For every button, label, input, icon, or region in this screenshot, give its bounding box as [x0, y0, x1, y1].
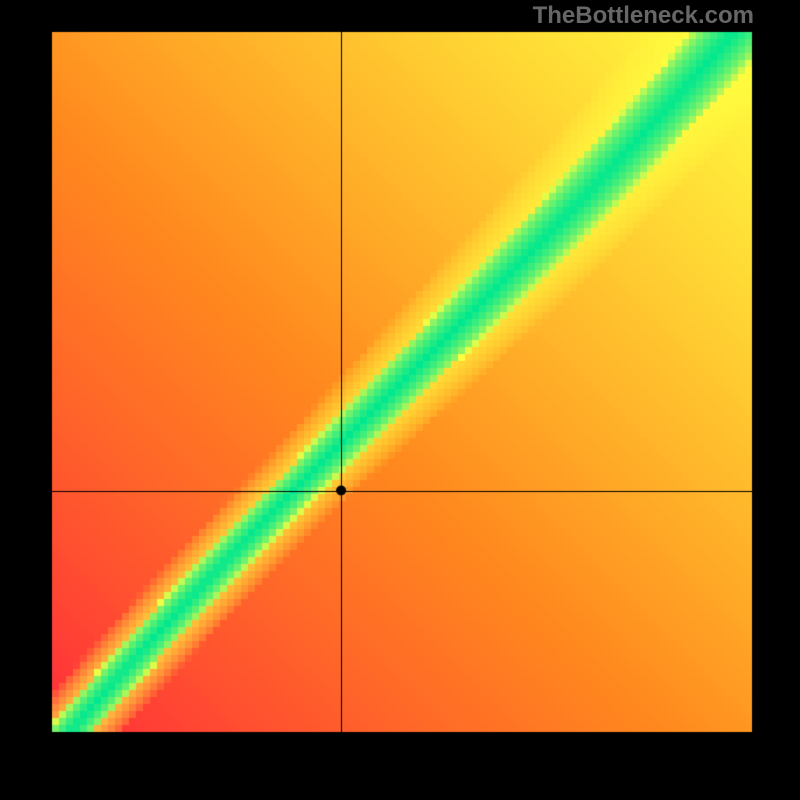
watermark-text: TheBottleneck.com: [533, 2, 754, 30]
bottleneck-heatmap: [0, 0, 800, 800]
chart-container: TheBottleneck.com: [0, 0, 800, 800]
